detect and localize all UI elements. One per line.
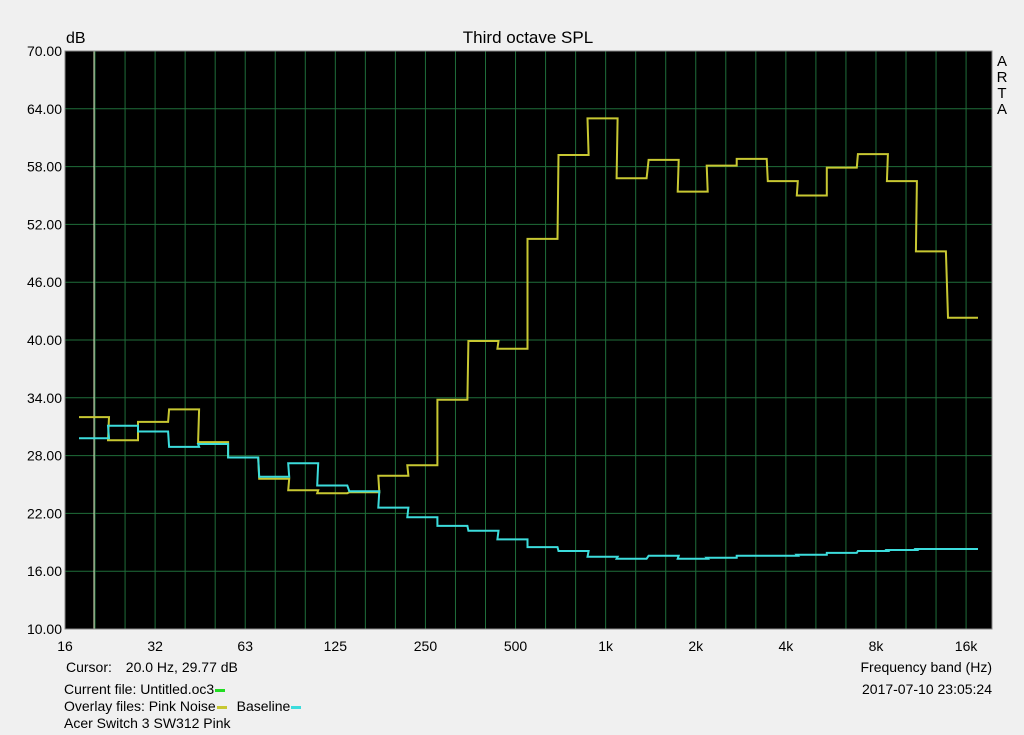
side-letter: T: [997, 85, 1006, 102]
y-axis-label: dB: [66, 30, 86, 47]
current-file-swatch: [215, 688, 226, 692]
current-file: Current file: Untitled.oc3: [64, 681, 226, 697]
baseline-swatch: [291, 705, 302, 709]
x-tick-label: 250: [414, 638, 438, 654]
y-tick-label: 52.00: [27, 216, 62, 232]
cursor-readout: Cursor: 20.0 Hz, 29.77 dB: [66, 659, 238, 675]
x-tick-label: 1k: [598, 638, 614, 654]
x-axis-label: Frequency band (Hz): [860, 659, 992, 675]
x-tick-labels: 16 32 63 125 250 500 1k 2k 4k 8k 16k: [57, 638, 978, 654]
side-letter: R: [997, 69, 1008, 86]
side-letter: A: [997, 53, 1007, 70]
x-tick-label: 4k: [778, 638, 794, 654]
device-name: Acer Switch 3 SW312 Pink: [64, 715, 231, 731]
overlay-files: Overlay files: Pink Noise Baseline: [64, 698, 302, 714]
y-tick-label: 46.00: [27, 274, 62, 290]
x-tick-label: 63: [237, 638, 253, 654]
y-tick-label: 22.00: [27, 505, 62, 521]
y-tick-label: 58.00: [27, 159, 62, 175]
x-tick-label: 16k: [955, 638, 979, 654]
timestamp-value: 2017-07-10 23:05:24: [862, 681, 992, 697]
plot-border: [64, 50, 993, 630]
cursor-label: Cursor:: [66, 659, 112, 675]
series-group: [79, 117, 978, 560]
y-tick-label: 28.00: [27, 448, 62, 464]
y-tick-label: 70.00: [27, 43, 62, 59]
y-tick-label: 64.00: [27, 101, 62, 117]
grid-lines: [65, 51, 992, 629]
x-tick-label: 8k: [869, 638, 885, 654]
side-letter: A: [997, 101, 1007, 118]
overlay-baseline-label: Baseline: [236, 698, 291, 714]
x-tick-label: 500: [504, 638, 528, 654]
y-tick-label: 10.00: [27, 621, 62, 637]
chart-title: Third octave SPL: [463, 28, 593, 47]
x-tick-label: 125: [324, 638, 348, 654]
y-tick-label: 16.00: [27, 563, 62, 579]
device-label: Acer Switch 3 SW312 Pink: [64, 715, 231, 731]
current-file-label: Current file: Untitled.oc3: [64, 681, 215, 697]
y-tick-label: 34.00: [27, 390, 62, 406]
baseline-series-line: [79, 424, 978, 560]
x-tick-label: 16: [57, 638, 73, 654]
y-tick-labels: 10.00 16.00 22.00 28.00 34.00 40.00 46.00 52.00…: [27, 43, 62, 637]
pink-noise-swatch: [216, 705, 227, 709]
timestamp: 2017-07-10 23:05:24: [862, 681, 992, 697]
overlay-files-label: Overlay files: Pink Noise: [64, 698, 216, 714]
y-tick-label: 40.00: [27, 332, 62, 348]
x-tick-label: 2k: [688, 638, 704, 654]
x-tick-label: 32: [147, 638, 163, 654]
cursor-value: 20.0 Hz, 29.77 dB: [125, 659, 238, 675]
